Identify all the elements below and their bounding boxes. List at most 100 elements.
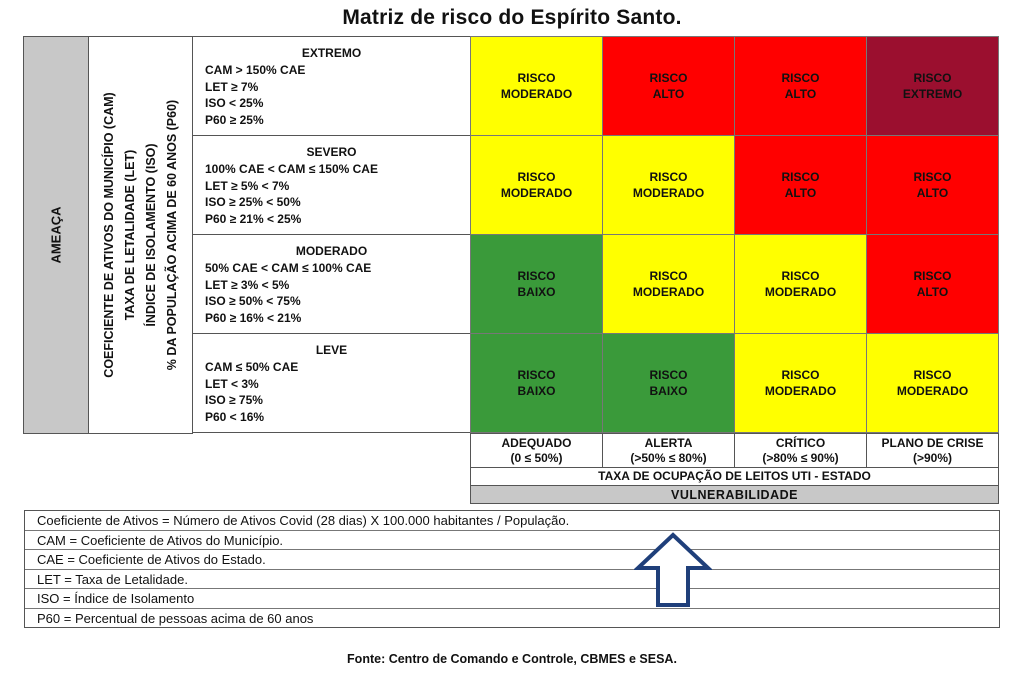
indicator-cam: COEFICIENTE DE ATIVOS DO MUNICÍPIO (CAM) — [101, 92, 116, 378]
occupancy-range: (>90%) — [912, 451, 953, 465]
threat-criterion: ISO ≥ 75% — [205, 393, 263, 407]
risk-cell-level: MODERADO — [632, 285, 705, 299]
occupancy-label: ALERTA — [644, 436, 693, 450]
ameaca-label: AMEAÇA — [48, 206, 64, 264]
risk-cell-level: BAIXO — [649, 384, 688, 398]
threat-name: MODERADO — [295, 244, 368, 258]
risk-cell-line: RISCO — [913, 71, 952, 85]
risk-cell-level: ALTO — [784, 87, 817, 101]
risk-cell-line: RISCO — [781, 368, 820, 382]
threat-criterion: ISO ≥ 50% < 75% — [205, 294, 301, 308]
legend-table: Coeficiente de Ativos = Número de Ativos… — [24, 510, 1000, 628]
threat-criterion: LET ≥ 7% — [205, 79, 259, 94]
legend-row: P60 = Percentual de pessoas acima de 60 … — [37, 610, 314, 626]
threat-criterion: ISO < 25% — [205, 96, 264, 110]
risk-cell-level: ALTO — [784, 186, 817, 200]
risk-cell-level: EXTREMO — [902, 87, 963, 101]
legend-row: Coeficiente de Ativos = Número de Ativos… — [25, 511, 999, 531]
risk-cell: RISCO MODERADO — [602, 234, 735, 334]
legend-row: LET = Taxa de Letalidade. — [25, 570, 999, 590]
risk-cell: RISCO ALTO — [602, 36, 735, 136]
threat-severo: SEVERO 100% CAE < CAM ≤ 150% CAE LET ≥ 5… — [192, 135, 471, 235]
indicators-label: COEFICIENTE DE ATIVOS DO MUNICÍPIO (CAM)… — [99, 92, 183, 377]
risk-cell-line: RISCO — [649, 368, 688, 382]
risk-cell: RISCO BAIXO — [602, 333, 735, 433]
threat-leve: LEVE CAM ≤ 50% CAE LET < 3% ISO ≥ 75% P6… — [192, 333, 471, 433]
occupancy-critico: CRÍTICO (>80% ≤ 90%) — [734, 433, 867, 468]
occupancy-range: (0 ≤ 50%) — [510, 451, 563, 465]
risk-cell-level: MODERADO — [896, 384, 969, 398]
threat-criterion: P60 < 16% — [205, 409, 265, 424]
risk-cell-level: MODERADO — [764, 285, 837, 299]
threat-criterion: ISO ≥ 25% < 50% — [205, 195, 301, 209]
indicator-iso: ÍNDICE DE ISOLAMENTO (ISO) — [143, 143, 158, 327]
risk-cell-level: ALTO — [652, 87, 685, 101]
page-title: Matriz de risco do Espírito Santo. — [342, 6, 682, 29]
risk-cell-line: RISCO — [517, 71, 556, 85]
indicators-column: COEFICIENTE DE ATIVOS DO MUNICÍPIO (CAM)… — [88, 36, 193, 434]
source-note: Fonte: Centro de Comando e Controle, CBM… — [347, 652, 677, 666]
risk-cell: RISCO BAIXO — [470, 234, 603, 334]
occupancy-alerta: ALERTA (>50% ≤ 80%) — [602, 433, 735, 468]
risk-cell-line: RISCO — [781, 269, 820, 283]
risk-cell-line: RISCO — [781, 170, 820, 184]
threat-criterion: CAM ≤ 50% CAE — [205, 360, 299, 374]
risk-cell-line: RISCO — [517, 269, 556, 283]
threat-criterion: P60 ≥ 16% < 21% — [205, 310, 302, 325]
risk-cell-level: MODERADO — [500, 87, 573, 101]
threat-name: EXTREMO — [301, 46, 362, 60]
risk-cell: RISCO ALTO — [866, 135, 999, 235]
risk-cell: RISCO ALTO — [734, 36, 867, 136]
threat-moderado: MODERADO 50% CAE < CAM ≤ 100% CAE LET ≥ … — [192, 234, 471, 334]
risk-cell-line: RISCO — [517, 368, 556, 382]
risk-cell: RISCO MODERADO — [734, 333, 867, 433]
risk-cell-level: BAIXO — [517, 384, 556, 398]
indicator-let: TAXA DE LETALIDADE (LET) — [122, 149, 137, 321]
threat-name: LEVE — [315, 343, 348, 357]
risk-cell: RISCO ALTO — [734, 135, 867, 235]
threat-extremo: EXTREMO CAM > 150% CAE LET ≥ 7% ISO < 25… — [192, 36, 471, 136]
threat-criterion: 50% CAE < CAM ≤ 100% CAE — [205, 261, 372, 275]
risk-cell: RISCO MODERADO — [734, 234, 867, 334]
risk-cell-line: RISCO — [649, 269, 688, 283]
risk-cell-level: ALTO — [916, 186, 949, 200]
risk-cell-line: RISCO — [913, 368, 952, 382]
risk-cell: RISCO MODERADO — [470, 36, 603, 136]
indicator-p60: % DA POPULAÇÃO ACIMA DE 60 ANOS (P60) — [164, 99, 179, 371]
occupancy-range: (>50% ≤ 80%) — [630, 451, 707, 465]
risk-cell-level: MODERADO — [632, 186, 705, 200]
legend-row: ISO = Índice de Isolamento — [25, 589, 999, 609]
threat-criterion: P60 ≥ 21% < 25% — [205, 211, 302, 226]
risk-cell-line: RISCO — [781, 71, 820, 85]
threat-criterion: LET ≥ 3% < 5% — [205, 277, 290, 292]
risk-cell-line: RISCO — [913, 170, 952, 184]
risk-cell-level: MODERADO — [764, 384, 837, 398]
risk-cell-line: RISCO — [913, 269, 952, 283]
occupancy-label: CRÍTICO — [775, 436, 826, 450]
threat-criterion: LET ≥ 5% < 7% — [205, 178, 290, 193]
risk-cell: RISCO BAIXO — [470, 333, 603, 433]
risk-cell-level: BAIXO — [517, 285, 556, 299]
risk-cell-level: ALTO — [916, 285, 949, 299]
occupancy-label: PLANO DE CRISE — [881, 436, 984, 450]
risk-cell-line: RISCO — [649, 170, 688, 184]
legend-row: CAM = Coeficiente de Ativos do Município… — [25, 531, 999, 551]
risk-cell: RISCO EXTREMO — [866, 36, 999, 136]
risk-cell-line: RISCO — [649, 71, 688, 85]
risk-cell: RISCO MODERADO — [470, 135, 603, 235]
risk-cell: RISCO MODERADO — [602, 135, 735, 235]
threat-criterion: LET < 3% — [205, 376, 259, 391]
ameaca-axis-label: AMEAÇA — [23, 36, 89, 434]
vulnerability-axis-label: VULNERABILIDADE — [470, 485, 999, 504]
up-arrow-icon — [634, 532, 712, 607]
occupancy-label: ADEQUADO — [501, 436, 572, 450]
threat-criterion: 100% CAE < CAM ≤ 150% CAE — [205, 162, 378, 176]
risk-cell: RISCO MODERADO — [866, 333, 999, 433]
risk-cell-line: RISCO — [517, 170, 556, 184]
threat-criterion: CAM > 150% CAE — [205, 63, 306, 77]
occupancy-range: (>80% ≤ 90%) — [762, 451, 839, 465]
risk-cell: RISCO ALTO — [866, 234, 999, 334]
risk-cell-level: MODERADO — [500, 186, 573, 200]
occupancy-axis-label: TAXA DE OCUPAÇÃO DE LEITOS UTI - ESTADO — [470, 467, 999, 486]
threat-name: SEVERO — [306, 145, 357, 159]
